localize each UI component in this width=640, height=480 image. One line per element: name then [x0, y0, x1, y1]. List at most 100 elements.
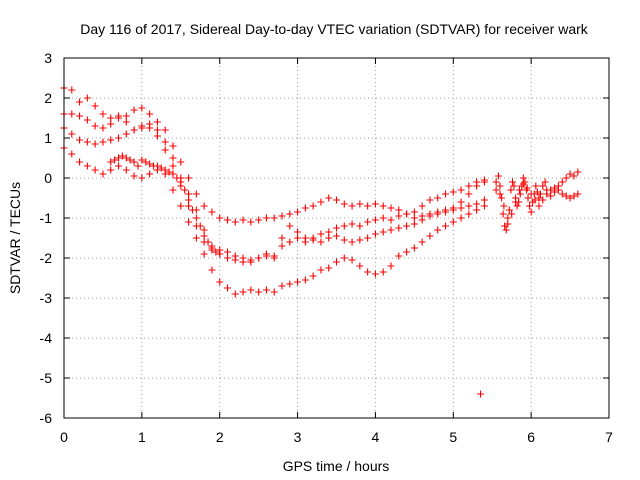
data-point-plus — [200, 202, 208, 210]
data-point-plus — [146, 160, 154, 168]
data-point-plus — [301, 204, 309, 212]
data-point-plus — [68, 150, 76, 158]
data-point-plus — [325, 228, 333, 236]
data-point-plus — [200, 232, 208, 240]
data-point-plus — [554, 186, 562, 194]
data-point-plus — [371, 230, 379, 238]
data-point-plus — [212, 248, 220, 256]
data-point-plus — [169, 186, 177, 194]
data-point-plus — [504, 220, 512, 228]
data-point-plus — [566, 194, 574, 202]
data-point-plus — [224, 248, 231, 256]
data-point-plus — [309, 202, 317, 210]
data-point-plus — [356, 236, 364, 244]
data-point-plus — [231, 256, 239, 264]
data-point-plus — [340, 254, 348, 262]
x-tick-label: 5 — [449, 429, 457, 445]
data-point-plus — [403, 210, 411, 218]
data-point-plus — [512, 198, 520, 206]
data-point-plus — [513, 202, 521, 210]
data-point-plus — [395, 206, 403, 214]
data-point-plus — [231, 290, 239, 298]
data-point-plus — [371, 270, 379, 278]
data-point-plus — [457, 198, 465, 206]
data-point-plus — [371, 216, 379, 224]
data-point-plus — [325, 264, 333, 272]
data-point-plus — [531, 196, 539, 204]
y-tick-labels: -6 -5 -4 -3 -2 -1 0 1 2 3 — [40, 50, 53, 426]
data-point-plus — [83, 138, 91, 146]
y-tick-label: -6 — [40, 410, 53, 426]
data-point-plus — [562, 174, 570, 182]
data-point-plus — [558, 190, 566, 198]
data-point-plus — [153, 132, 161, 140]
data-point-plus — [107, 120, 115, 128]
data-point-plus — [480, 196, 488, 204]
data-point-plus — [498, 194, 506, 202]
data-point-plus — [465, 202, 473, 210]
data-point-plus — [161, 146, 169, 154]
data-point-plus — [122, 118, 130, 126]
data-point-plus — [68, 130, 76, 138]
data-point-plus — [146, 110, 154, 118]
data-point-plus — [247, 286, 255, 294]
data-point-plus — [333, 232, 340, 240]
data-point-plus — [379, 214, 387, 222]
data-point-plus — [519, 174, 527, 182]
data-point-plus — [91, 166, 99, 174]
data-point-plus — [505, 206, 513, 214]
x-tick-label: 7 — [605, 429, 613, 445]
series-0 — [60, 84, 488, 266]
data-point-plus — [177, 202, 185, 210]
data-point-plus — [68, 110, 76, 118]
data-point-plus — [387, 216, 395, 224]
data-point-plus — [348, 256, 356, 264]
data-point-plus — [200, 226, 208, 234]
data-point-plus — [524, 194, 532, 202]
data-point-plus — [410, 220, 418, 228]
chart-title: Day 116 of 2017, Sidereal Day-to-day VTE… — [80, 21, 589, 37]
data-point-plus — [473, 182, 481, 190]
series-4 — [107, 152, 224, 258]
data-point-plus — [418, 238, 426, 246]
data-point-plus — [224, 284, 231, 292]
data-point-plus — [516, 190, 524, 198]
data-point-plus — [270, 288, 278, 296]
data-point-plus — [301, 276, 309, 284]
data-point-plus — [138, 156, 146, 164]
data-point-plus — [173, 174, 181, 182]
grid — [64, 58, 609, 418]
data-point-plus — [115, 162, 122, 170]
data-point-plus — [395, 224, 403, 232]
data-point-plus — [504, 214, 512, 222]
data-point-plus — [278, 234, 286, 242]
data-point-plus — [333, 196, 340, 204]
data-point-plus — [492, 186, 500, 194]
data-point-plus — [200, 250, 208, 258]
data-point-plus — [294, 278, 302, 286]
data-point-plus — [515, 186, 523, 194]
data-points — [60, 84, 582, 398]
data-point-plus — [161, 138, 169, 146]
data-point-plus — [142, 158, 150, 166]
data-point-plus — [118, 152, 126, 160]
data-point-plus — [551, 184, 558, 192]
data-point-plus — [122, 166, 130, 174]
data-point-plus — [317, 238, 325, 246]
data-point-plus — [364, 234, 372, 242]
data-point-plus — [539, 182, 547, 190]
data-point-plus — [403, 248, 411, 256]
data-point-plus — [356, 262, 364, 270]
data-point-plus — [500, 202, 508, 210]
data-point-plus — [286, 222, 294, 230]
data-point-plus — [410, 244, 418, 252]
data-point-plus — [224, 254, 231, 262]
data-point-plus — [107, 114, 115, 122]
data-point-plus — [457, 214, 465, 222]
data-point-plus — [239, 258, 247, 266]
data-point-plus — [547, 192, 555, 200]
data-point-plus — [216, 214, 224, 222]
data-point-plus — [333, 224, 340, 232]
data-point-plus — [270, 254, 278, 262]
data-point-plus — [387, 226, 395, 234]
